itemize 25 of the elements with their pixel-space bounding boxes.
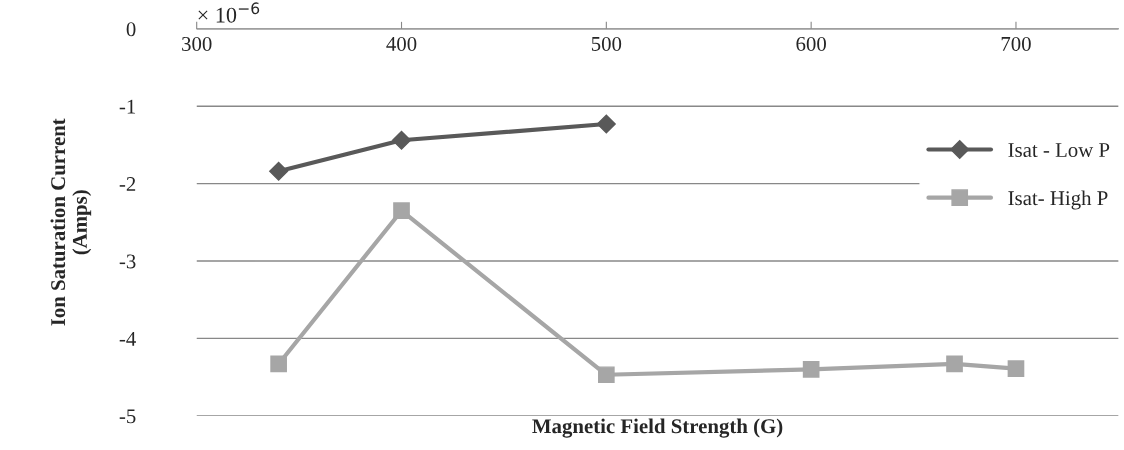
legend-label: Isat- High P bbox=[1008, 190, 1108, 210]
point bbox=[1007, 360, 1025, 377]
point bbox=[598, 366, 615, 384]
y-axis-title: Ion Saturation Current (Amps) bbox=[50, 118, 92, 326]
x-tick-label: 400 bbox=[386, 36, 417, 51]
text: × 10$^{−6}$ bbox=[198, 2, 260, 23]
x-tick-label: 300 bbox=[182, 36, 212, 51]
point bbox=[391, 130, 412, 150]
point bbox=[269, 161, 289, 181]
point bbox=[802, 361, 820, 378]
x-axis-title: Magnetic Field Strength (G) bbox=[532, 418, 783, 438]
y-tick-label: -1 bbox=[119, 99, 136, 114]
y-tick-label: -4 bbox=[119, 331, 136, 346]
y-tick-label: -3 bbox=[119, 254, 136, 269]
point bbox=[946, 355, 963, 373]
x-tick-label: 600 bbox=[796, 36, 826, 51]
point bbox=[270, 355, 287, 373]
legend-label: Isat - Low P bbox=[1008, 143, 1110, 158]
y-tick-label: -5 bbox=[119, 409, 136, 424]
x-tick-label: 700 bbox=[1001, 36, 1031, 51]
point bbox=[596, 114, 616, 134]
y-tick-label: -2 bbox=[119, 177, 136, 191]
y-tick-label: 0 bbox=[126, 22, 136, 37]
x-tick-label: 500 bbox=[591, 36, 622, 51]
point bbox=[393, 202, 410, 220]
